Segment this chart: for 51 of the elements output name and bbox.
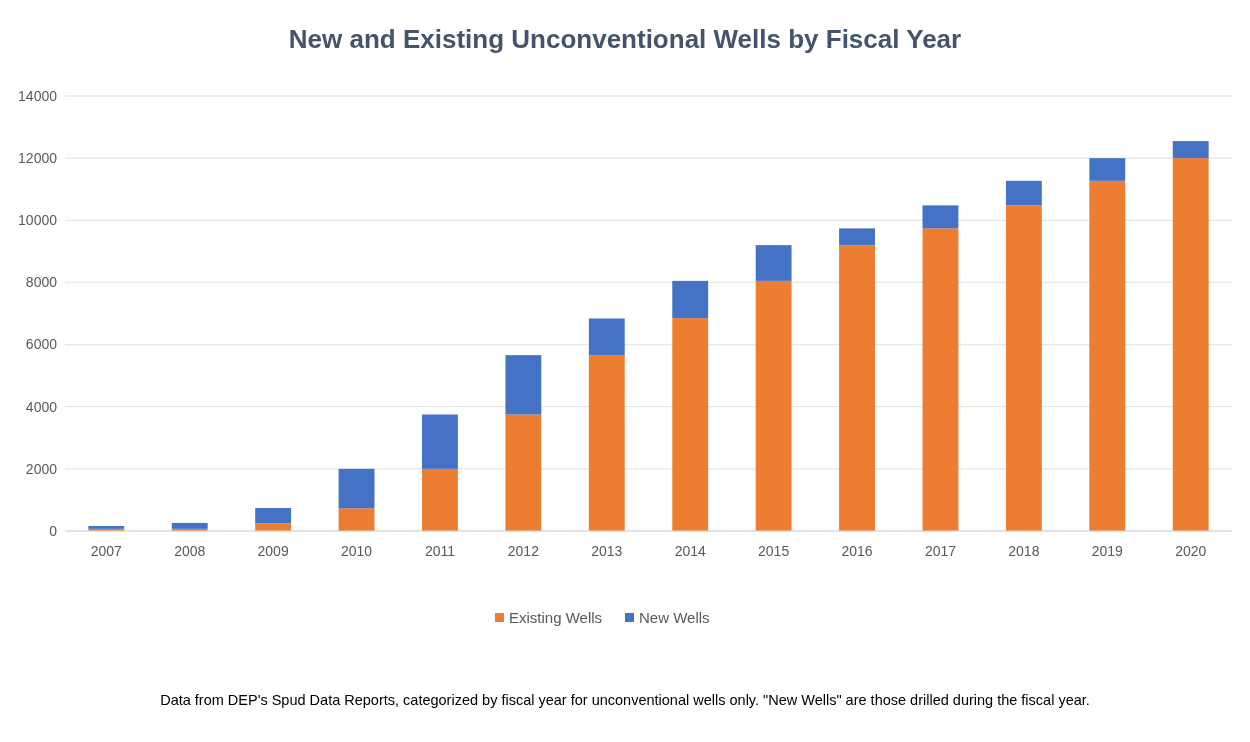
bar	[588, 355, 625, 531]
y-tick-label: 10000	[18, 212, 58, 229]
chart-title: New and Existing Unconventional Wells by Fiscal Year	[288, 24, 962, 54]
x-tick-label: 2020	[1175, 543, 1207, 559]
y-tick-label: 2000	[25, 460, 58, 477]
bar	[755, 280, 792, 531]
bar	[672, 318, 709, 531]
y-tick-label: 6000	[25, 336, 58, 353]
bar	[755, 245, 792, 281]
bar	[1005, 205, 1042, 531]
x-tick-label: 2007	[90, 543, 123, 559]
bar	[1005, 180, 1042, 206]
bar	[672, 280, 709, 319]
bar	[255, 523, 292, 531]
bar	[171, 522, 208, 529]
legend-label: New Wells	[639, 609, 710, 627]
bar	[422, 414, 458, 469]
x-tick-label: 2012	[507, 543, 540, 559]
text: Data from DEP's Spud Data Reports, categorized by fiscal year for unconventional wells only. "New Wells" are those drilled during the fiscal year.	[160, 692, 1090, 708]
x-tick-label: 2008	[174, 543, 206, 559]
x-tick-label: 2013	[591, 543, 623, 559]
bar	[422, 468, 458, 531]
legend-label: Existing Wells	[509, 609, 603, 627]
x-tick-label: 2016	[841, 543, 873, 559]
y-tick-label: 14000	[18, 87, 58, 104]
x-tick-label: 2018	[1008, 543, 1040, 559]
x-tick-label: 2017	[924, 543, 957, 559]
bar	[839, 228, 875, 246]
x-tick-label: 2019	[1091, 543, 1124, 559]
x-tick-label: 2015	[758, 543, 790, 559]
bar	[922, 228, 959, 531]
bar	[588, 318, 625, 356]
y-tick-label: 12000	[18, 150, 58, 167]
bar	[505, 414, 542, 531]
bar	[1089, 180, 1126, 531]
bar	[1089, 158, 1126, 181]
bar	[338, 468, 375, 509]
bar	[1172, 141, 1209, 159]
bar	[1172, 158, 1209, 531]
bar	[922, 205, 959, 229]
x-tick-label: 2010	[340, 543, 373, 559]
x-tick-label: 2009	[257, 543, 289, 559]
bar	[505, 355, 542, 415]
x-tick-label: 2014	[674, 543, 706, 559]
bar	[255, 508, 292, 524]
y-tick-label: 0	[49, 522, 58, 539]
y-tick-label: 8000	[25, 274, 58, 291]
bar	[338, 508, 375, 531]
bar	[839, 245, 875, 531]
y-tick-label: 4000	[25, 398, 58, 415]
x-tick-label: 2011	[424, 543, 456, 559]
